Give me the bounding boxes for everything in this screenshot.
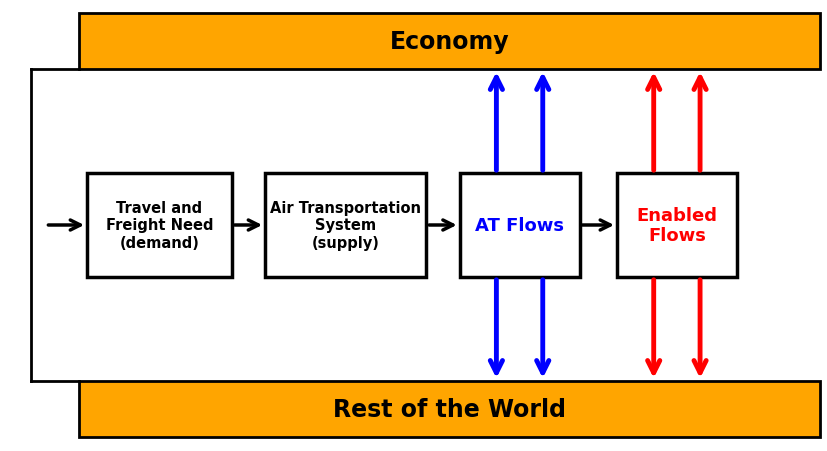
Text: Economy: Economy	[389, 30, 509, 54]
Text: Air Transportation
System
(supply): Air Transportation System (supply)	[270, 201, 421, 250]
Text: Enabled
Flows: Enabled Flows	[636, 206, 716, 245]
Text: Travel and
Freight Need
(demand): Travel and Freight Need (demand)	[106, 201, 213, 250]
FancyBboxPatch shape	[79, 381, 819, 437]
Text: AT Flows: AT Flows	[475, 216, 563, 235]
FancyBboxPatch shape	[79, 14, 819, 70]
Text: Rest of the World: Rest of the World	[332, 397, 565, 421]
FancyBboxPatch shape	[616, 174, 736, 277]
FancyBboxPatch shape	[459, 174, 579, 277]
FancyBboxPatch shape	[87, 174, 232, 277]
FancyBboxPatch shape	[265, 174, 426, 277]
